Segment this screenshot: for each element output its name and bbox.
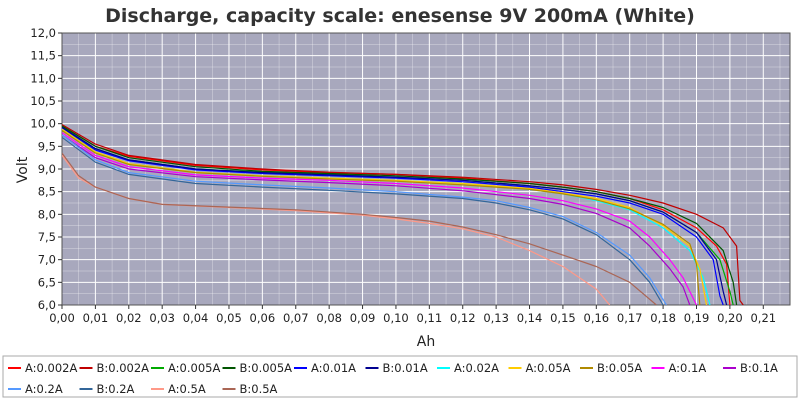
legend-item: A:0.01A bbox=[294, 361, 356, 375]
legend-label: A:0.02A bbox=[454, 361, 499, 375]
y-tick-label: 10,5 bbox=[30, 94, 56, 108]
legend: A:0.002A B:0.002A A:0.005A B:0.005A A:0.01A B… bbox=[2, 355, 798, 398]
legend-label: A:0.5A bbox=[168, 382, 206, 396]
series-line bbox=[62, 132, 698, 305]
legend-label: B:0.1A bbox=[740, 361, 778, 375]
legend-item: A:0.005A bbox=[151, 361, 220, 375]
y-tick-label: 7,0 bbox=[38, 253, 56, 267]
y-tick-label: 12,0 bbox=[30, 26, 56, 40]
y-tick-label: 6,5 bbox=[38, 275, 56, 289]
x-tick-label: 0,04 bbox=[183, 311, 209, 325]
x-axis: 0,00 0,01 0,02 0,03 0,04 0,05 0,06 0,07 0,08 0,09… bbox=[49, 305, 776, 325]
x-tick-label: 0,20 bbox=[717, 311, 743, 325]
series-line bbox=[62, 130, 701, 305]
legend-item: A:0.02A bbox=[437, 361, 499, 375]
x-tick-label: 0,01 bbox=[83, 311, 109, 325]
chart-title: Discharge, capacity scale: enesense 9V 2… bbox=[105, 5, 695, 27]
series-line bbox=[62, 134, 691, 305]
legend-label: A:0.05A bbox=[526, 361, 571, 375]
x-tick-label: 0,00 bbox=[49, 311, 75, 325]
legend-label: A:0.005A bbox=[168, 361, 220, 375]
x-tick-label: 0,14 bbox=[517, 311, 543, 325]
y-axis: 6,0 6,5 7,0 7,5 8,0 8,5 9,0 9,5 10,0 10,5 11,0 11,5… bbox=[30, 26, 62, 312]
legend-label: B:0.002A bbox=[97, 361, 150, 375]
y-axis-label: Volt bbox=[15, 156, 31, 183]
series-line bbox=[62, 128, 708, 305]
x-tick-label: 0,13 bbox=[483, 311, 509, 325]
legend-item: A:0.002A bbox=[8, 361, 77, 375]
series-line bbox=[62, 134, 667, 305]
legend-item: A:0.05A bbox=[508, 361, 571, 375]
legend-label: B:0.005A bbox=[240, 361, 293, 375]
legend-label: A:0.2A bbox=[25, 382, 63, 396]
y-tick-label: 9,0 bbox=[38, 162, 56, 176]
series-line bbox=[62, 125, 738, 305]
x-axis-label: Ah bbox=[417, 334, 435, 350]
legend-box bbox=[2, 355, 798, 398]
series-layer bbox=[62, 124, 744, 305]
legend-item: A:0.5A bbox=[151, 382, 206, 396]
series-line bbox=[62, 124, 744, 305]
series-line bbox=[62, 152, 657, 305]
legend-item: B:0.05A bbox=[580, 361, 642, 375]
y-tick-label: 6,0 bbox=[38, 298, 56, 312]
legend-label: B:0.5A bbox=[240, 382, 278, 396]
y-tick-label: 7,5 bbox=[38, 230, 56, 244]
x-tick-label: 0,03 bbox=[149, 311, 175, 325]
legend-item: B:0.005A bbox=[222, 361, 293, 375]
series-line bbox=[62, 127, 724, 305]
y-tick-label: 10,0 bbox=[30, 117, 56, 131]
x-tick-label: 0,19 bbox=[684, 311, 710, 325]
x-tick-label: 0,18 bbox=[650, 311, 676, 325]
x-tick-label: 0,15 bbox=[550, 311, 576, 325]
x-tick-label: 0,21 bbox=[750, 311, 776, 325]
legend-item: B:0.01A bbox=[365, 361, 428, 375]
series-line bbox=[62, 136, 664, 305]
legend-label: B:0.2A bbox=[97, 382, 135, 396]
legend-item: B:0.5A bbox=[222, 382, 278, 396]
x-tick-label: 0,12 bbox=[450, 311, 476, 325]
legend-item: A:0.1A bbox=[651, 361, 707, 375]
x-tick-label: 0,17 bbox=[617, 311, 643, 325]
series-line bbox=[62, 126, 728, 305]
legend-item: B:0.1A bbox=[723, 361, 778, 375]
legend-label: A:0.01A bbox=[311, 361, 356, 375]
x-tick-label: 0,05 bbox=[216, 311, 242, 325]
legend-label: A:0.1A bbox=[669, 361, 707, 375]
x-tick-label: 0,02 bbox=[116, 311, 142, 325]
y-tick-label: 11,0 bbox=[30, 71, 56, 85]
x-tick-label: 0,08 bbox=[316, 311, 342, 325]
x-tick-label: 0,07 bbox=[283, 311, 309, 325]
x-tick-label: 0,16 bbox=[584, 311, 610, 325]
legend-item: B:0.002A bbox=[79, 361, 150, 375]
y-tick-label: 9,5 bbox=[38, 139, 56, 153]
legend-item: B:0.2A bbox=[79, 382, 135, 396]
x-tick-label: 0,10 bbox=[383, 311, 409, 325]
y-tick-label: 8,0 bbox=[38, 207, 56, 221]
x-tick-label: 0,06 bbox=[250, 311, 276, 325]
y-tick-label: 11,5 bbox=[30, 49, 56, 63]
legend-label: B:0.01A bbox=[383, 361, 428, 375]
x-tick-label: 0,09 bbox=[350, 311, 376, 325]
legend-label: A:0.002A bbox=[25, 361, 77, 375]
y-tick-label: 8,5 bbox=[38, 185, 56, 199]
legend-item: A:0.2A bbox=[8, 382, 63, 396]
legend-label: B:0.05A bbox=[597, 361, 642, 375]
x-tick-label: 0,11 bbox=[417, 311, 443, 325]
